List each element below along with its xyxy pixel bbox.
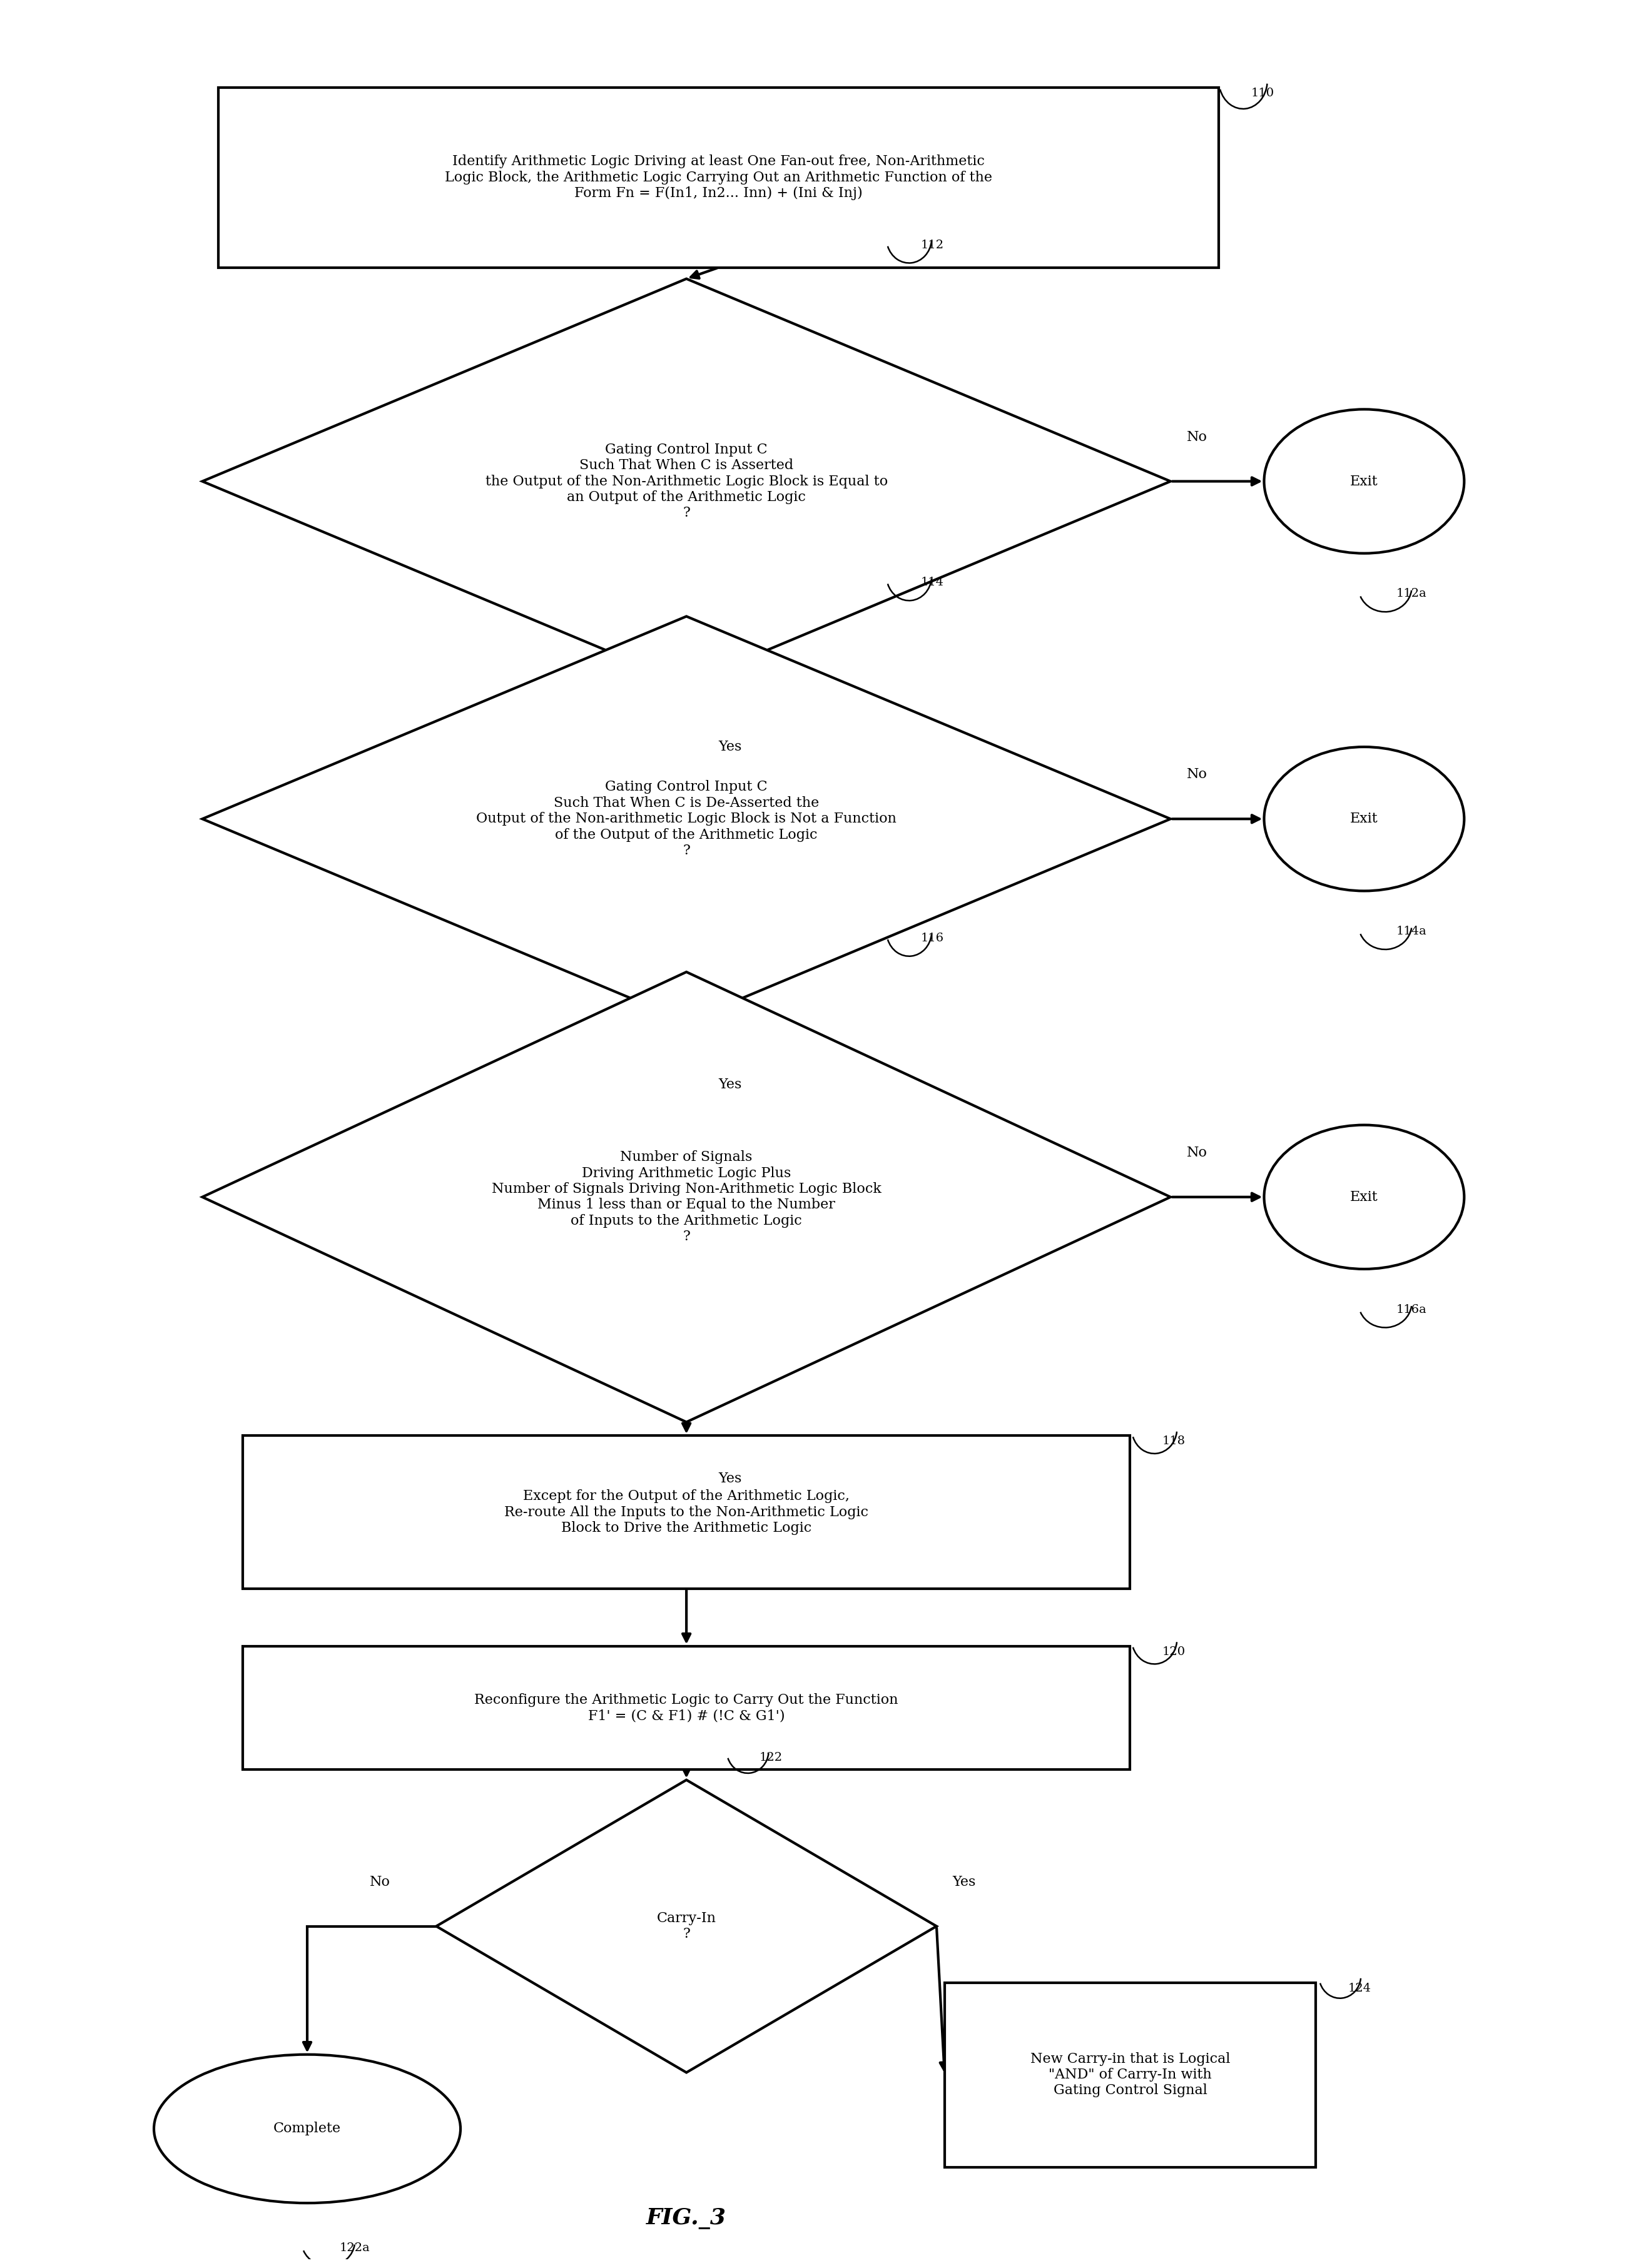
Polygon shape: [202, 617, 1171, 1021]
Text: Gating Control Input C
Such That When C is Asserted
the Output of the Non-Arithm: Gating Control Input C Such That When C …: [484, 442, 887, 519]
Text: 112a: 112a: [1396, 587, 1427, 599]
Text: Number of Signals
Driving Arithmetic Logic Plus
Number of Signals Driving Non-Ar: Number of Signals Driving Arithmetic Log…: [491, 1150, 881, 1243]
Text: Yes: Yes: [719, 1077, 742, 1091]
Ellipse shape: [1264, 746, 1465, 891]
FancyBboxPatch shape: [243, 1647, 1130, 1769]
Text: 110: 110: [1251, 88, 1274, 100]
Ellipse shape: [1264, 408, 1465, 553]
Text: 122: 122: [758, 1751, 783, 1762]
Text: Exit: Exit: [1350, 474, 1378, 488]
Text: No: No: [1187, 1145, 1207, 1159]
Polygon shape: [202, 279, 1171, 685]
Ellipse shape: [153, 2055, 460, 2202]
Text: 112: 112: [920, 240, 944, 252]
Text: FIG._3: FIG._3: [646, 2209, 726, 2229]
Text: Reconfigure the Arithmetic Logic to Carry Out the Function
F1' = (C & F1) # (!C : Reconfigure the Arithmetic Logic to Carr…: [475, 1694, 899, 1724]
Text: 114a: 114a: [1396, 925, 1427, 937]
Polygon shape: [202, 973, 1171, 1422]
Text: 122a: 122a: [339, 2243, 370, 2254]
Text: Exit: Exit: [1350, 1191, 1378, 1204]
FancyBboxPatch shape: [944, 1982, 1316, 2166]
Text: 118: 118: [1163, 1436, 1186, 1447]
Text: No: No: [1187, 769, 1207, 782]
Text: New Carry-in that is Logical
"AND" of Carry-In with
Gating Control Signal: New Carry-in that is Logical "AND" of Ca…: [1031, 2053, 1230, 2098]
Text: Yes: Yes: [953, 1876, 975, 1889]
Text: Yes: Yes: [719, 739, 742, 753]
Text: Yes: Yes: [719, 1472, 742, 1486]
Text: 114: 114: [920, 576, 944, 587]
Text: Gating Control Input C
Such That When C is De-Asserted the
Output of the Non-ari: Gating Control Input C Such That When C …: [476, 780, 897, 857]
FancyBboxPatch shape: [243, 1436, 1130, 1588]
Text: Exit: Exit: [1350, 812, 1378, 826]
Text: Complete: Complete: [274, 2123, 341, 2136]
Text: 120: 120: [1163, 1647, 1186, 1658]
Text: 124: 124: [1347, 1982, 1372, 1994]
Text: No: No: [370, 1876, 390, 1889]
Polygon shape: [437, 1780, 936, 2073]
Text: Except for the Output of the Arithmetic Logic,
Re-route All the Inputs to the No: Except for the Output of the Arithmetic …: [504, 1490, 868, 1535]
Text: 116: 116: [920, 932, 944, 943]
Text: No: No: [1187, 431, 1207, 445]
Text: Identify Arithmetic Logic Driving at least One Fan-out free, Non-Arithmetic
Logi: Identify Arithmetic Logic Driving at lea…: [445, 154, 992, 200]
Text: Carry-In
?: Carry-In ?: [657, 1912, 716, 1941]
Ellipse shape: [1264, 1125, 1465, 1270]
Text: 116a: 116a: [1396, 1304, 1427, 1315]
FancyBboxPatch shape: [219, 88, 1218, 268]
